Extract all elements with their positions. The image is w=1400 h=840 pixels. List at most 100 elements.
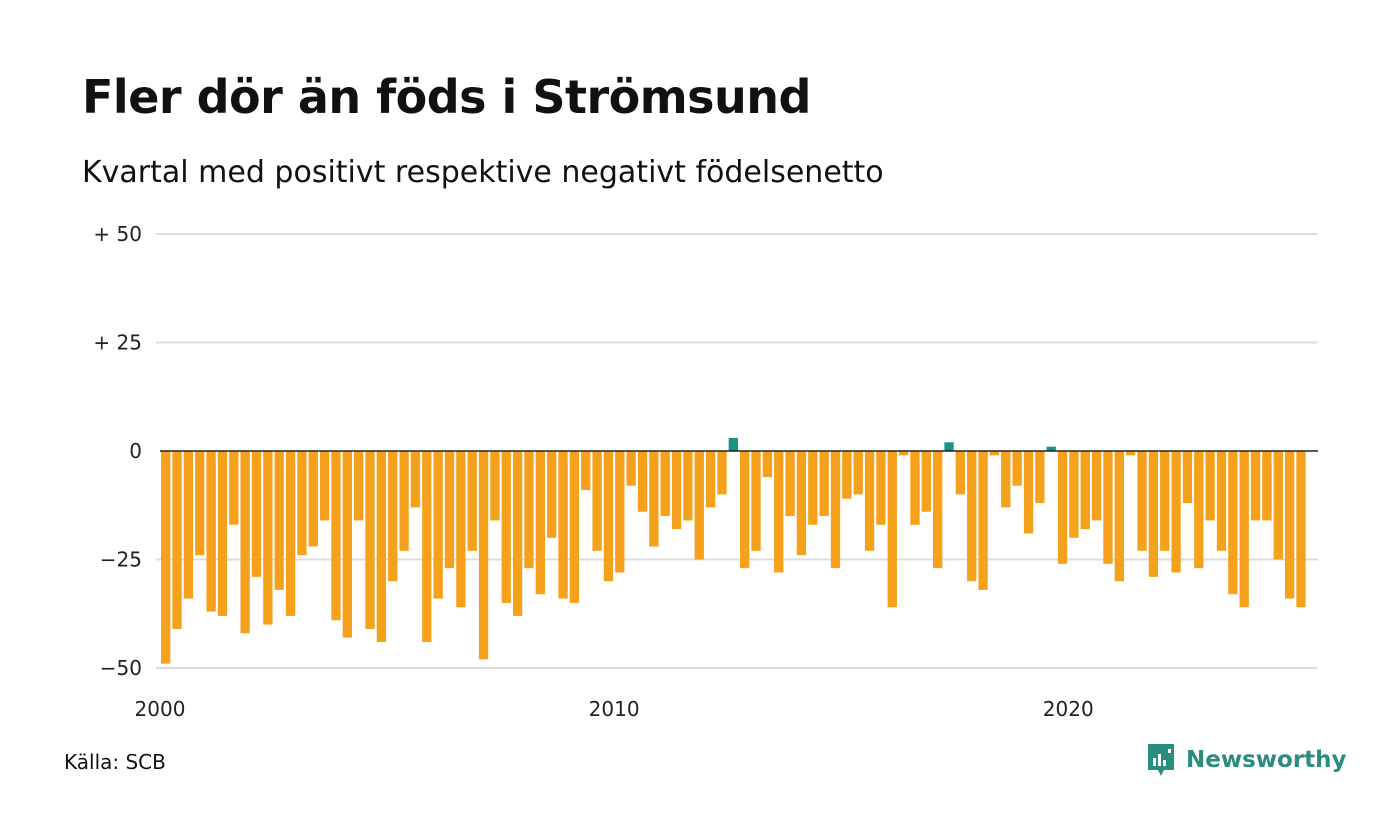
bar xyxy=(1114,451,1124,582)
bar xyxy=(819,451,829,517)
bar xyxy=(694,451,704,560)
bar xyxy=(1216,451,1227,551)
bar xyxy=(1080,451,1090,530)
bar xyxy=(615,451,625,573)
y-tick-label: −25 xyxy=(100,548,142,572)
bar xyxy=(388,451,398,582)
bar xyxy=(410,451,421,508)
brand-logo: Newsworthy xyxy=(1146,742,1347,778)
bar xyxy=(774,451,784,573)
bar xyxy=(649,451,659,547)
axes: + 50 + 25 0 −25 −50 2000 2010 2020 xyxy=(93,222,1318,721)
bar xyxy=(785,451,795,517)
bar xyxy=(524,451,534,569)
bar xyxy=(1023,451,1034,534)
bar xyxy=(263,451,273,625)
bar xyxy=(285,451,296,616)
bar xyxy=(319,451,330,521)
bar xyxy=(808,451,818,525)
bar xyxy=(705,451,716,508)
bar xyxy=(1148,451,1159,577)
bar xyxy=(251,451,262,577)
bar xyxy=(490,451,500,521)
bar xyxy=(581,451,591,491)
y-tick-label: + 50 xyxy=(93,222,142,246)
bar xyxy=(308,451,318,547)
bar xyxy=(887,451,897,608)
bar xyxy=(740,451,750,569)
bar xyxy=(1137,451,1147,551)
bar xyxy=(558,451,568,599)
bar xyxy=(354,451,364,521)
source-note: Källa: SCB xyxy=(64,750,166,774)
bar xyxy=(1103,451,1113,564)
bar xyxy=(433,451,443,599)
bar xyxy=(1069,451,1079,538)
bar xyxy=(444,451,455,569)
bar xyxy=(830,451,841,569)
bar xyxy=(535,451,545,595)
bar xyxy=(456,451,466,608)
bar xyxy=(569,451,580,603)
bar xyxy=(864,451,875,551)
bar xyxy=(240,451,250,634)
bar xyxy=(637,451,648,512)
brand-name: Newsworthy xyxy=(1186,747,1347,773)
bar xyxy=(331,451,341,621)
y-tick-label: 0 xyxy=(129,439,142,463)
bar xyxy=(762,451,773,478)
bar xyxy=(512,451,523,616)
bar xyxy=(751,451,761,551)
bar xyxy=(944,442,954,451)
bar xyxy=(399,451,409,551)
bar xyxy=(1194,451,1204,569)
bar xyxy=(1012,451,1022,486)
bar xyxy=(1296,451,1306,608)
bar xyxy=(876,451,886,525)
bar xyxy=(342,451,352,638)
bar xyxy=(967,451,977,582)
bar xyxy=(1239,451,1249,608)
bar xyxy=(921,451,931,512)
bar xyxy=(853,451,863,495)
bar xyxy=(796,451,807,556)
bar xyxy=(376,451,387,642)
bar xyxy=(910,451,920,525)
bars xyxy=(161,437,1306,664)
bar xyxy=(1046,446,1056,451)
bar xyxy=(1273,451,1283,560)
x-tick-label: 2000 xyxy=(135,697,186,721)
bar xyxy=(933,451,943,569)
bar xyxy=(671,451,682,530)
bar xyxy=(501,451,511,603)
bar xyxy=(955,451,966,495)
bar-chart: + 50 + 25 0 −25 −50 2000 2010 2020 xyxy=(93,222,1318,721)
y-tick-label: + 25 xyxy=(93,331,142,355)
bar xyxy=(989,451,1000,456)
bar xyxy=(1250,451,1261,521)
bar xyxy=(660,451,670,517)
bar xyxy=(467,451,477,551)
bar xyxy=(217,451,228,616)
bar xyxy=(683,451,693,521)
bar xyxy=(1171,451,1181,573)
bar xyxy=(592,451,602,551)
chart-subtitle: Kvartal med positivt respektive negativt… xyxy=(82,155,884,190)
bar xyxy=(842,451,852,499)
bar xyxy=(603,451,614,582)
bar xyxy=(422,451,432,642)
bar xyxy=(1126,451,1136,456)
bar xyxy=(978,451,988,590)
bar xyxy=(728,437,738,451)
bar xyxy=(1284,451,1295,599)
bar xyxy=(1182,451,1193,504)
bar xyxy=(1001,451,1011,508)
bar xyxy=(898,451,909,456)
bar xyxy=(626,451,636,486)
bar xyxy=(229,451,239,525)
bar xyxy=(1160,451,1170,551)
bar xyxy=(717,451,727,495)
bar xyxy=(478,451,489,660)
bar xyxy=(297,451,307,556)
bar xyxy=(1057,451,1068,564)
